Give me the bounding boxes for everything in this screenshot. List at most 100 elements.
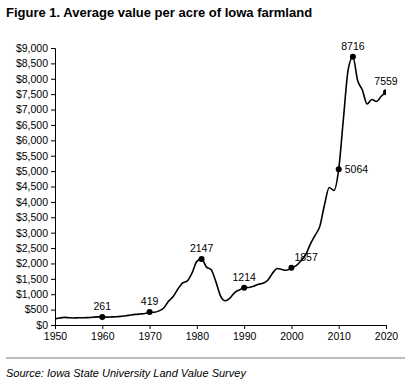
tick-mark (197, 325, 198, 329)
tick-label: $9,000 (16, 42, 48, 54)
tick-mark (51, 187, 55, 188)
tick-mark (51, 294, 55, 295)
tick: 2020 (375, 325, 399, 342)
tick-mark (51, 171, 55, 172)
tick-mark (51, 140, 55, 141)
tick: $1,500 (16, 273, 55, 285)
tick: $3,000 (16, 227, 55, 239)
tick-label: $5,500 (16, 150, 48, 162)
tick-mark (51, 310, 55, 311)
marker (336, 166, 342, 172)
tick: 2000 (280, 325, 304, 342)
tick-mark (51, 202, 55, 203)
tick-mark (51, 263, 55, 264)
tick-label: $500 (25, 303, 49, 315)
marker (350, 54, 356, 60)
axis-line (51, 49, 56, 326)
tick: $1,000 (16, 288, 55, 300)
tick-mark (339, 325, 340, 329)
tick-label: $8,000 (16, 73, 48, 85)
y-axis: $0 $500 $1,000 $1,500 $2,000 $2,500 $3,000 $3,5… (16, 42, 56, 331)
separator (6, 358, 405, 359)
tick-label: $7,000 (16, 103, 48, 115)
tick-mark (102, 325, 103, 329)
tick: $7,500 (16, 88, 55, 100)
marker (241, 285, 247, 291)
tick-mark (51, 125, 55, 126)
data-labels: 261419214712141857506487167559 (94, 40, 398, 312)
tick-mark (51, 156, 55, 157)
tick-mark (51, 94, 55, 95)
tick-label: 2010 (328, 330, 352, 342)
tick-mark (51, 325, 55, 326)
tick-label: $5,000 (16, 165, 48, 177)
tick: $8,500 (16, 57, 55, 69)
tick-label: $4,000 (16, 196, 48, 208)
data-label: 2147 (190, 242, 214, 254)
tick-mark (51, 48, 55, 49)
tick: $8,000 (16, 73, 55, 85)
tick-label: 2000 (280, 330, 304, 342)
tick-mark (51, 79, 55, 80)
tick-label: $6,500 (16, 119, 48, 131)
plot: $0 $500 $1,000 $1,500 $2,000 $2,500 $3,000 $3,5… (16, 40, 398, 343)
tick-label: $2,000 (16, 257, 48, 269)
data-label: 7559 (374, 75, 398, 87)
title: Figure 1. Average value per acre of Iowa… (6, 5, 312, 20)
axis-line (56, 326, 387, 330)
line (55, 57, 386, 319)
tick-label: $4,500 (16, 180, 48, 192)
tick: 1950 (44, 325, 68, 342)
tick: $0 (36, 319, 55, 331)
tick-label: $1,000 (16, 288, 48, 300)
tick-label: $8,500 (16, 57, 48, 69)
source: Source: Iowa State University Land Value… (6, 367, 247, 379)
tick-mark (244, 325, 245, 329)
tick: $6,500 (16, 119, 55, 131)
tick-label: $2,500 (16, 242, 48, 254)
tick: $2,000 (16, 257, 55, 269)
tick: $5,000 (16, 165, 55, 177)
tick-label: $3,500 (16, 211, 48, 223)
tick-mark (386, 325, 387, 329)
tick: $500 (25, 303, 55, 315)
tick: $2,500 (16, 242, 55, 254)
marker (99, 314, 105, 320)
tick: 1990 (233, 325, 257, 342)
tick-mark (291, 325, 292, 329)
tick-label: 1960 (91, 330, 115, 342)
tick-label: 1970 (138, 330, 162, 342)
tick-label: 1950 (44, 330, 68, 342)
marker (288, 265, 294, 271)
data-label: 8716 (341, 40, 365, 52)
data-label: 1214 (232, 271, 256, 283)
chart: Figure 1. Average value per acre of Iowa… (0, 0, 411, 391)
tick-mark (51, 248, 55, 249)
marker (199, 256, 205, 262)
tick: 1980 (186, 325, 210, 342)
tick-label: $6,000 (16, 134, 48, 146)
marks (55, 54, 386, 320)
tick-label: $7,500 (16, 88, 48, 100)
tick: 1970 (138, 325, 162, 342)
tick-mark (55, 325, 56, 329)
data-label: 419 (141, 295, 159, 307)
tick: $4,500 (16, 180, 55, 192)
tick-mark (51, 217, 55, 218)
tick-mark (51, 233, 55, 234)
tick-mark (150, 325, 151, 329)
tick: $9,000 (16, 42, 55, 54)
tick: 1960 (91, 325, 115, 342)
tick: $5,500 (16, 150, 55, 162)
marker (383, 89, 386, 95)
x-axis: 1950 1960 1970 1980 1990 2000 2010 2020 (44, 325, 399, 342)
tick-label: $3,000 (16, 227, 48, 239)
data-label: 5064 (345, 163, 369, 175)
tick-mark (51, 279, 55, 280)
tick-label: $0 (36, 319, 48, 331)
tick-label: $1,500 (16, 273, 48, 285)
data-label: 1857 (294, 251, 318, 263)
tick-label: 2020 (375, 330, 399, 342)
tick: $7,000 (16, 103, 55, 115)
tick-label: 1990 (233, 330, 257, 342)
